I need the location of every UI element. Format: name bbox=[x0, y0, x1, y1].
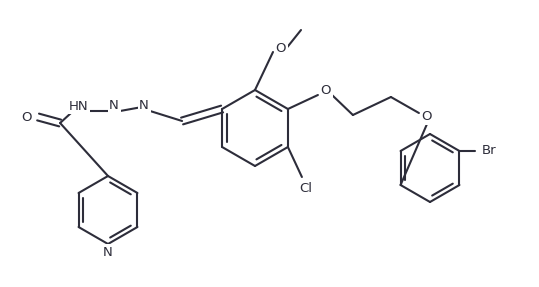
Text: N: N bbox=[139, 98, 149, 112]
Text: N: N bbox=[109, 98, 119, 112]
Text: Br: Br bbox=[481, 144, 496, 158]
Text: N: N bbox=[103, 245, 113, 259]
Text: O: O bbox=[321, 84, 331, 98]
Text: O: O bbox=[21, 110, 31, 123]
Text: O: O bbox=[421, 110, 432, 123]
Text: Cl: Cl bbox=[299, 181, 313, 195]
Text: HN: HN bbox=[68, 100, 88, 113]
Text: O: O bbox=[276, 42, 286, 55]
